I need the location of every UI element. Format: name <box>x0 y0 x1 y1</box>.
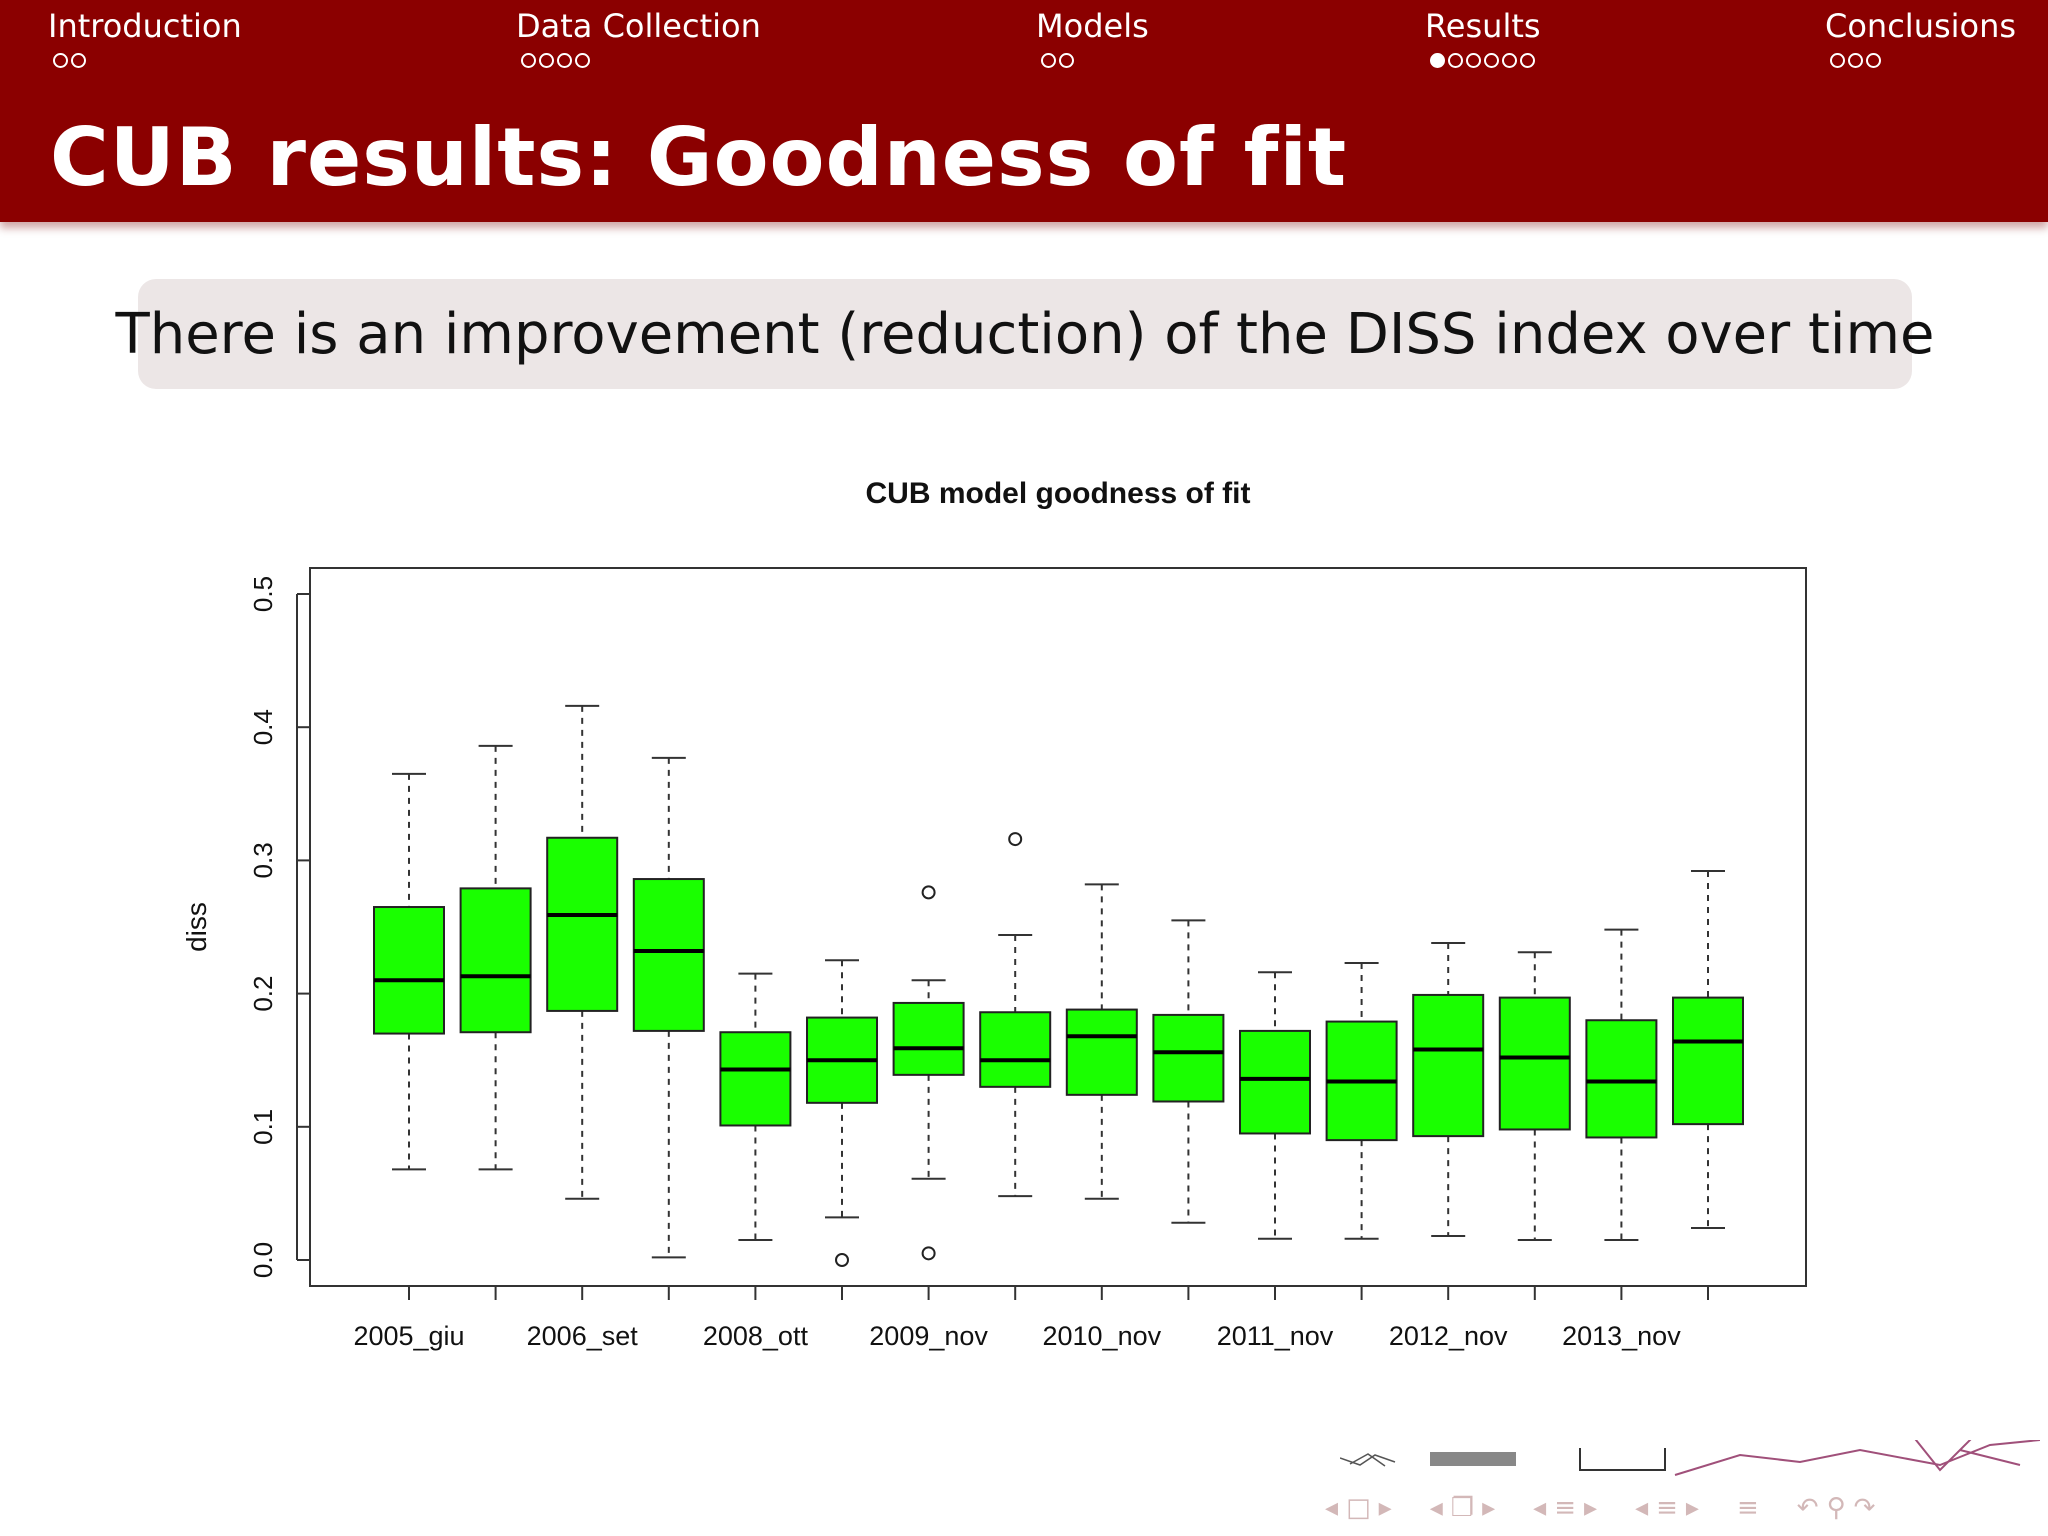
frame-dot[interactable] <box>1830 53 1845 68</box>
box-iqr <box>1672 996 1744 1126</box>
slide-title: CUB results: Goodness of fit <box>50 111 1348 204</box>
nav-section-label[interactable]: Data Collection <box>516 7 761 45</box>
frame-dot[interactable] <box>575 53 590 68</box>
nav-section-results[interactable]: Results <box>1425 6 1541 68</box>
x-tick-label: 2008_ott <box>703 1321 809 1351</box>
search-icon[interactable]: ⚲ <box>1826 1493 1846 1523</box>
nav-section-conclusions[interactable]: Conclusions <box>1825 6 2016 68</box>
nav-frame-dots <box>1830 53 2016 68</box>
box-iqr <box>1152 1013 1225 1103</box>
nav-section-label[interactable]: Introduction <box>48 7 242 45</box>
frame-dot[interactable] <box>1866 53 1881 68</box>
box-iqr <box>1585 1019 1658 1139</box>
frame-dot[interactable] <box>1448 53 1463 68</box>
y-tick-label: 0.4 <box>248 709 278 745</box>
nav-section-introduction[interactable]: Introduction <box>48 6 242 68</box>
nav-frame-dots <box>521 53 761 68</box>
section-prev-icon[interactable]: ◂ <box>1533 1493 1547 1523</box>
frame-dot[interactable] <box>1848 53 1863 68</box>
y-axis-label: diss <box>181 902 212 952</box>
frame-prev-icon[interactable]: ◂ <box>1325 1493 1339 1523</box>
nav-frame-dots <box>1041 53 1149 68</box>
box-iqr <box>373 906 445 1035</box>
box-iqr <box>1239 1029 1311 1135</box>
frame-dot[interactable] <box>1430 53 1445 68</box>
frame-dot[interactable] <box>1041 53 1056 68</box>
frame-dot[interactable] <box>53 53 68 68</box>
callout-box: There is an improvement (reduction) of t… <box>116 279 1934 389</box>
web-graphic-icon <box>1674 1440 2040 1476</box>
y-tick-label: 0.3 <box>248 842 278 878</box>
subsection-icon[interactable]: ❐ <box>1450 1493 1475 1523</box>
chart-title: CUB model goodness of fit <box>866 477 1251 510</box>
frame-dot[interactable] <box>521 53 536 68</box>
document-next-icon[interactable]: ▸ <box>1685 1493 1699 1523</box>
back-icon[interactable]: ↶ <box>1796 1493 1819 1523</box>
frame-next-icon[interactable]: ▸ <box>1378 1493 1392 1523</box>
frame-dot[interactable] <box>71 53 86 68</box>
nav-section-label[interactable]: Results <box>1425 7 1541 45</box>
subsection-next-icon[interactable]: ▸ <box>1482 1493 1496 1523</box>
y-tick-label: 0.1 <box>248 1109 278 1145</box>
toc-icon[interactable]: ≡ <box>1736 1493 1759 1523</box>
frame-dot[interactable] <box>1484 53 1499 68</box>
box-iqr <box>892 1001 965 1076</box>
outlier-point <box>921 885 936 900</box>
x-tick-label: 2013_nov <box>1562 1321 1681 1351</box>
network-logo-icon <box>1340 1453 1396 1467</box>
box-iqr <box>546 836 619 1012</box>
x-tick-label: 2005_giu <box>353 1321 464 1351</box>
frame-icon[interactable]: □ <box>1346 1493 1371 1523</box>
document-prev-icon[interactable]: ◂ <box>1635 1493 1649 1523</box>
boxplot-chart: CUB model goodness of fit 0.0 0.1 0.2 0.3 0.4… <box>181 477 1807 1351</box>
x-tick-label: 2006_set <box>527 1321 639 1351</box>
plot-frame <box>309 567 1807 1287</box>
frame-dot[interactable] <box>1059 53 1074 68</box>
section-icon[interactable]: ≡ <box>1554 1493 1576 1523</box>
box-iqr <box>1498 996 1571 1131</box>
outlier-point <box>835 1253 849 1267</box>
y-tick-label: 0.5 <box>248 576 278 612</box>
outlier-point <box>1008 832 1023 847</box>
eu-logo-icon <box>1579 1448 1666 1471</box>
x-tick-label: 2010_nov <box>1042 1321 1161 1351</box>
frame-dot[interactable] <box>1466 53 1481 68</box>
nav-section-models[interactable]: Models <box>1036 6 1149 68</box>
logo-strip <box>1340 1440 2040 1476</box>
frame-dot[interactable] <box>1502 53 1517 68</box>
box-iqr <box>632 878 705 1032</box>
x-tick-label: 2012_nov <box>1389 1321 1508 1351</box>
frame-dot[interactable] <box>539 53 554 68</box>
callout-text: There is an improvement (reduction) of t… <box>115 301 1935 367</box>
nav-section-label[interactable]: Models <box>1036 7 1149 45</box>
y-tick-label: 0.2 <box>248 976 278 1012</box>
nav-frame-dots <box>53 53 242 68</box>
nav-section-data-collection[interactable]: Data Collection <box>516 6 761 68</box>
frame-dot[interactable] <box>557 53 572 68</box>
box-iqr <box>459 887 532 1034</box>
nav-section-label[interactable]: Conclusions <box>1825 7 2017 45</box>
box-iqr <box>719 1031 792 1127</box>
outlier-point <box>921 1246 936 1261</box>
frame-dot[interactable] <box>1520 53 1535 68</box>
box-iqr <box>1065 1008 1138 1096</box>
document-icon[interactable]: ≡ <box>1656 1493 1678 1523</box>
x-tick-label: 2011_nov <box>1217 1321 1334 1351</box>
forward-icon[interactable]: ↷ <box>1853 1493 1876 1523</box>
box-iqr <box>979 1011 1052 1088</box>
fp7-logo-icon <box>1430 1452 1516 1466</box>
x-tick-label: 2009_nov <box>869 1321 988 1351</box>
section-next-icon[interactable]: ▸ <box>1584 1493 1598 1523</box>
beamer-navigation-bar: ◂ □ ▸ ◂ ❐ ▸ ◂ ≡ ▸ ◂ ≡ ▸ ≡ ↶ ⚲ ↷ <box>1325 1490 1875 1526</box>
box-iqr <box>1412 993 1485 1138</box>
header-bar: Introduction Data Collection Models Results… <box>0 0 2048 222</box>
nav-frame-dots <box>1430 53 1541 68</box>
subsection-prev-icon[interactable]: ◂ <box>1429 1493 1443 1523</box>
y-tick-label: 0.0 <box>248 1242 278 1278</box>
